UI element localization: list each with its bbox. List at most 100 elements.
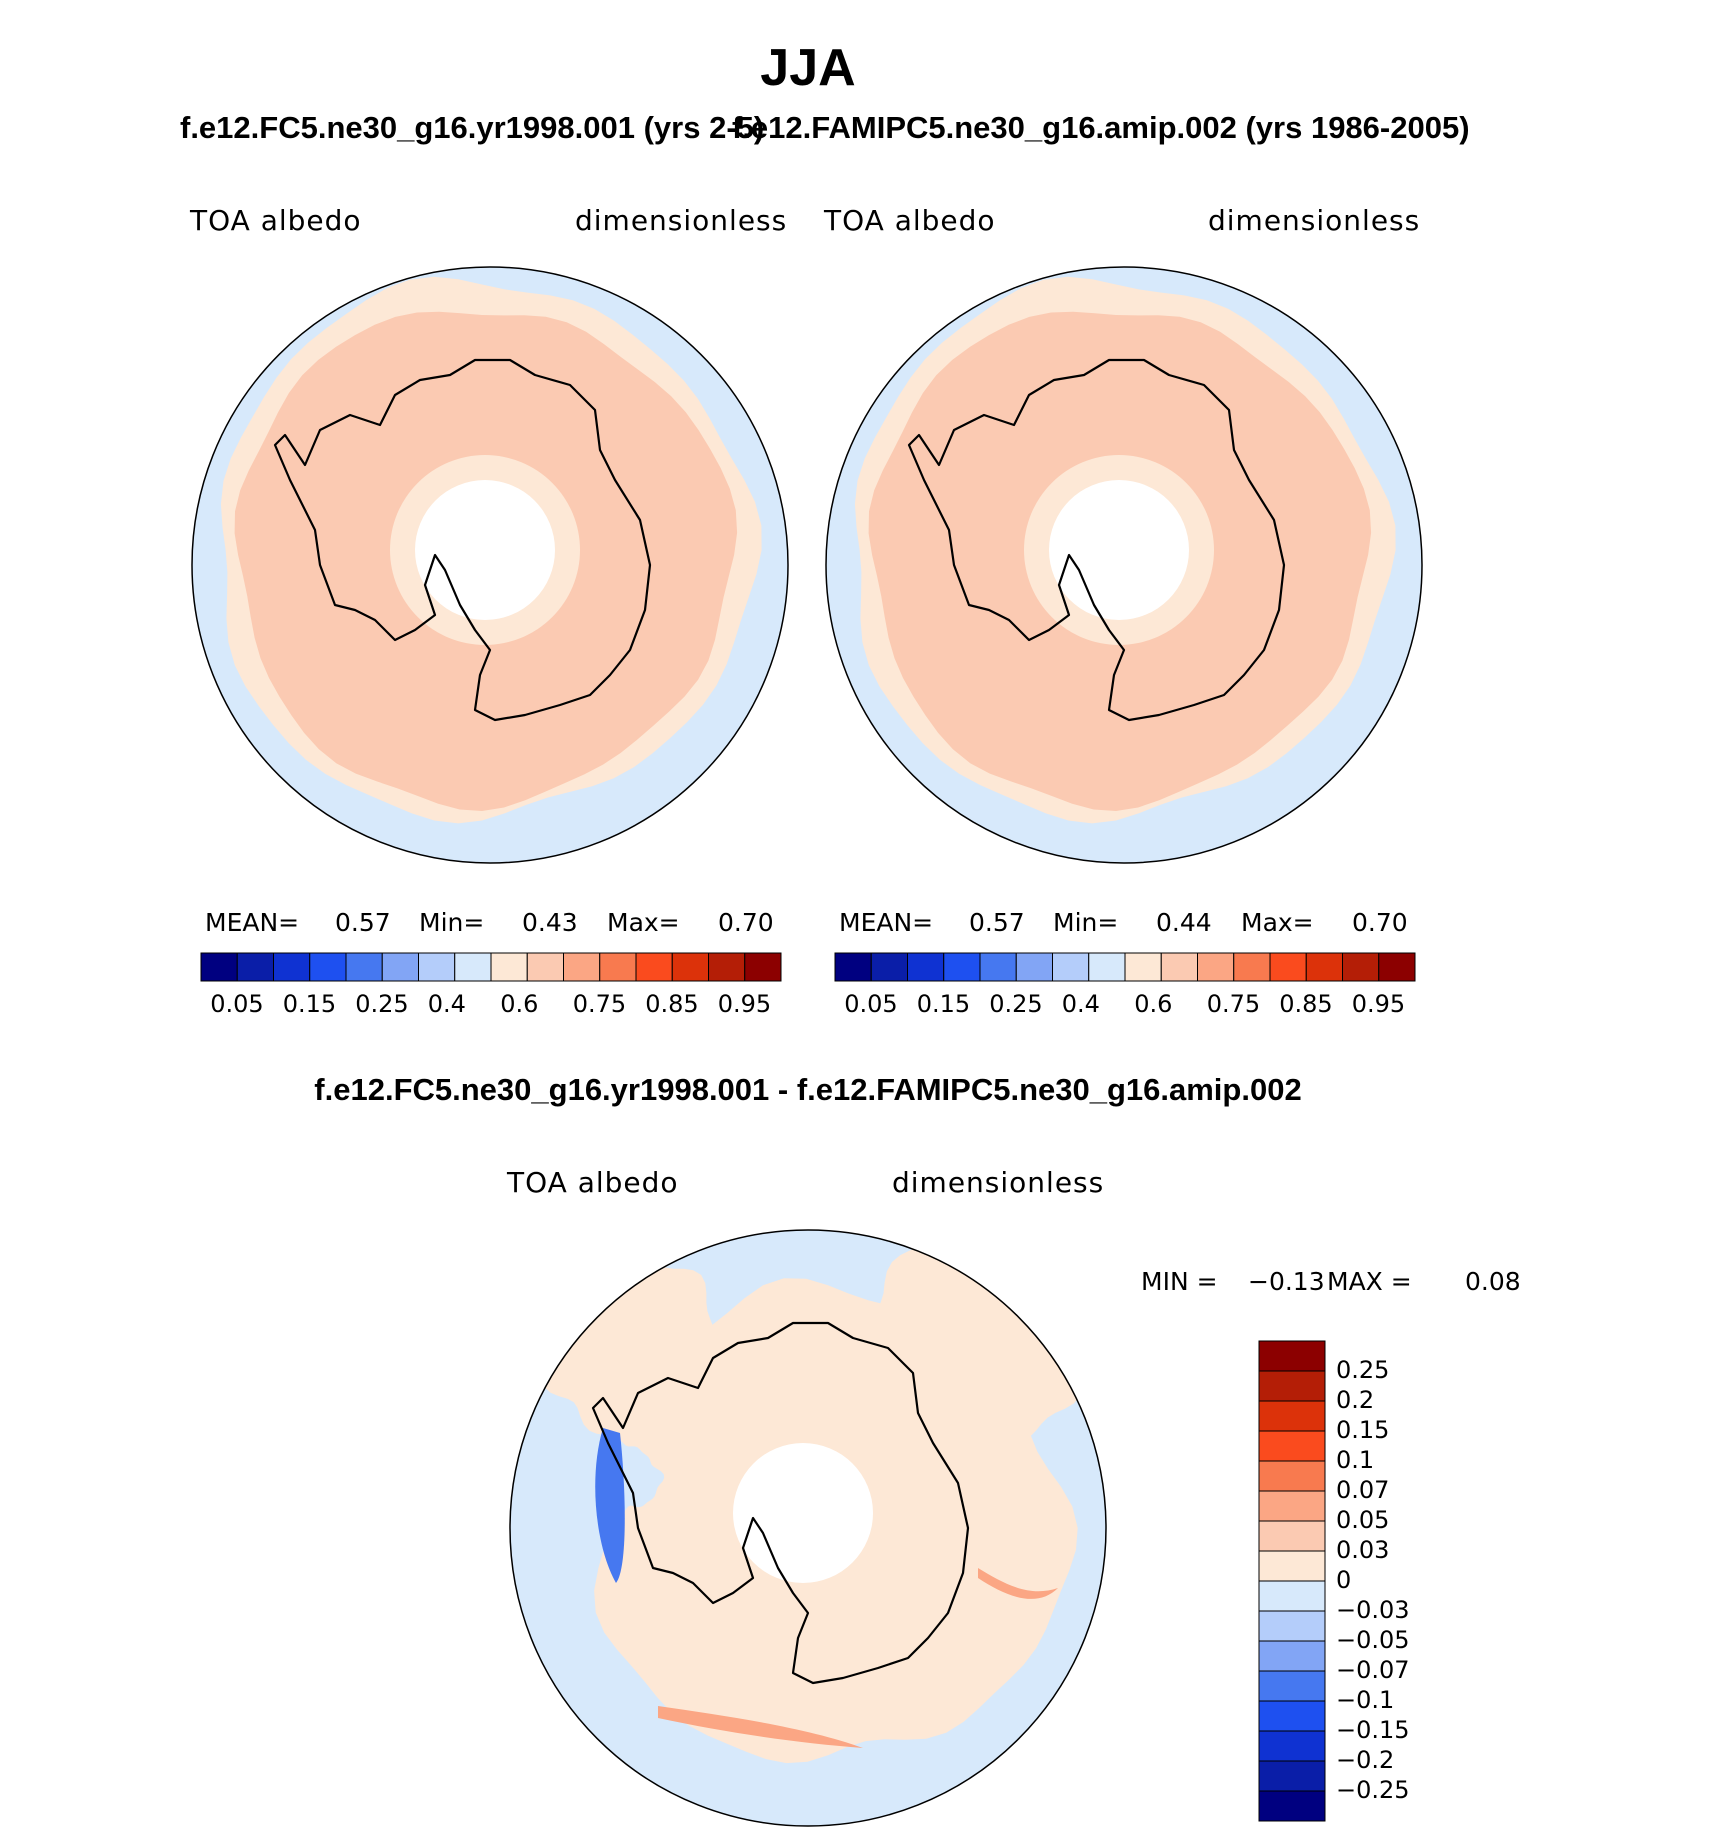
panel2-colorbar-tick-label: 0.85	[1279, 990, 1333, 1018]
diff-colorbar-box-9	[1258, 1610, 1326, 1642]
diff-colorbar	[1258, 1340, 1326, 1822]
panel2-colorbar-tick-label: 0.05	[844, 990, 898, 1018]
panel2-colorbar-box-11	[1233, 952, 1271, 982]
diff-max-value: 0.08	[1465, 1267, 1521, 1296]
panel1-map-border	[191, 266, 789, 864]
panel1-colorbar-tick-label: 0.75	[572, 990, 627, 1018]
panel2-title: f.e12.FAMIPC5.ne30_g16.amip.002 (yrs 198…	[732, 110, 1470, 145]
panel2-field	[826, 267, 1422, 863]
panel1-colorbar-box-7	[454, 952, 492, 982]
diff-variable-label: TOA albedo	[507, 1166, 679, 1199]
diff-colorbar-box-4	[1258, 1460, 1326, 1492]
panel2-pole-missing	[1049, 480, 1189, 620]
diff-colorbar-box-2	[1258, 1400, 1326, 1432]
diff-colorbar-tick-label: −0.05	[1336, 1626, 1410, 1654]
panel1-max-label: Max=	[607, 908, 680, 937]
diff-colorbar-tick-label: −0.03	[1336, 1596, 1410, 1624]
panel2-max-value: 0.70	[1352, 908, 1408, 937]
panel1-colorbar-tick-label: 0.05	[210, 990, 264, 1018]
diff-colorbar-box-15	[1258, 1790, 1326, 1822]
diff-strong-pos-patch	[978, 1568, 1058, 1599]
diff-colorbar-box-8	[1258, 1580, 1326, 1612]
panel2-colorbar-tick-label: 0.6	[1134, 990, 1173, 1018]
panel1-colorbar-tick-label: 0.25	[355, 990, 409, 1018]
diff-colorbar-tick-label: −0.07	[1336, 1656, 1410, 1684]
panel1-min-label: Min=	[419, 908, 485, 937]
panel1-colorbar-tick-label: 0.6	[500, 990, 539, 1018]
diff-colorbar-tick-label: −0.2	[1336, 1746, 1395, 1774]
panel1-colorbar-box-15	[744, 952, 782, 982]
diff-colorbar-tick-label: −0.15	[1336, 1716, 1410, 1744]
panel2-colorbar	[834, 952, 1416, 982]
panel1-colorbar-tick-label: 0.85	[645, 990, 699, 1018]
panel1-colorbar-box-11	[599, 952, 637, 982]
panel2-colorbar-box-0	[834, 952, 872, 982]
diff-coastline	[591, 1321, 970, 1685]
panel1-colorbar-box-9	[526, 952, 564, 982]
panel2-colorbar-box-1	[870, 952, 908, 982]
panel2-mean-label: MEAN=	[839, 908, 934, 937]
diff-min-value: −0.13	[1248, 1267, 1325, 1296]
diff-title: f.e12.FC5.ne30_g16.yr1998.001 - f.e12.FA…	[314, 1072, 1302, 1107]
panel2-map-border	[825, 266, 1423, 864]
diff-colorbar-tick-label: 0.15	[1336, 1416, 1390, 1444]
diff-field	[510, 1230, 1106, 1826]
panel1-colorbar-box-1	[236, 952, 274, 982]
diff-colorbar-tick-label: 0.1	[1336, 1446, 1375, 1474]
panel1-colorbar-tick-label: 0.95	[717, 990, 772, 1018]
panel1-colorbar-box-10	[563, 952, 601, 982]
panel2-max-label: Max=	[1241, 908, 1314, 937]
panel1-colorbar-tick-label: 0.15	[282, 990, 337, 1018]
panel2-colorbar-tick-label: 0.25	[989, 990, 1043, 1018]
panel2-colorbar-box-5	[1015, 952, 1053, 982]
diff-colorbar-box-14	[1258, 1760, 1326, 1792]
diff-map	[509, 1229, 1107, 1827]
diff-colorbar-box-5	[1258, 1490, 1326, 1522]
diff-colorbar-tick-label: 0.07	[1336, 1476, 1390, 1504]
panel2-map	[825, 266, 1423, 864]
panel1-colorbar-box-8	[490, 952, 528, 982]
panel2-mean-value: 0.57	[969, 908, 1025, 937]
panel2-colorbar-tick-label: 0.75	[1206, 990, 1261, 1018]
diff-colorbar-tick-label: 0.05	[1336, 1506, 1390, 1534]
panel1-colorbar-box-4	[345, 952, 383, 982]
panel1-colorbar-box-0	[200, 952, 238, 982]
diff-colorbar-tick-label: 0.2	[1336, 1386, 1375, 1414]
panel1-colorbar-box-13	[671, 952, 709, 982]
diff-colorbar-tick-label: −0.1	[1336, 1686, 1395, 1714]
diff-colorbar-box-1	[1258, 1370, 1326, 1402]
panel2-colorbar-box-2	[907, 952, 945, 982]
panel1-colorbar-box-5	[381, 952, 419, 982]
panel2-colorbar-box-8	[1124, 952, 1162, 982]
diff-colorbar-box-6	[1258, 1520, 1326, 1552]
panel1-units-label: dimensionless	[575, 204, 788, 237]
panel1-map	[191, 266, 789, 864]
panel2-colorbar-box-7	[1088, 952, 1126, 982]
panel2-colorbar-box-12	[1269, 952, 1307, 982]
diff-colorbar-box-13	[1258, 1730, 1326, 1762]
panel1-field	[192, 267, 788, 863]
panel1-variable-label: TOA albedo	[190, 204, 362, 237]
diff-colorbar-tick-label: −0.25	[1336, 1776, 1410, 1804]
diff-strong-pos-band	[658, 1706, 863, 1748]
panel1-min-value: 0.43	[522, 908, 578, 937]
panel2-colorbar-box-3	[943, 952, 981, 982]
panel1-colorbar-box-3	[309, 952, 347, 982]
panel2-colorbar-box-4	[979, 952, 1017, 982]
panel2-colorbar-box-15	[1378, 952, 1416, 982]
panel1-colorbar-tick-label: 0.4	[427, 990, 466, 1018]
diff-map-border	[509, 1229, 1107, 1827]
panel2-colorbar-tick-label: 0.4	[1061, 990, 1100, 1018]
diff-colorbar-box-7	[1258, 1550, 1326, 1582]
diff-pole-missing	[733, 1443, 873, 1583]
diff-colorbar-box-12	[1258, 1700, 1326, 1732]
panel1-max-value: 0.70	[718, 908, 774, 937]
diff-colorbar-box-0	[1258, 1340, 1326, 1372]
panel2-variable-label: TOA albedo	[824, 204, 996, 237]
diff-units-label: dimensionless	[892, 1166, 1105, 1199]
panel2-colorbar-box-6	[1052, 952, 1090, 982]
panel2-colorbar-tick-label: 0.95	[1351, 990, 1406, 1018]
panel2-coastline	[907, 358, 1286, 722]
panel1-mean-value: 0.57	[335, 908, 391, 937]
panel1-colorbar-box-14	[708, 952, 746, 982]
